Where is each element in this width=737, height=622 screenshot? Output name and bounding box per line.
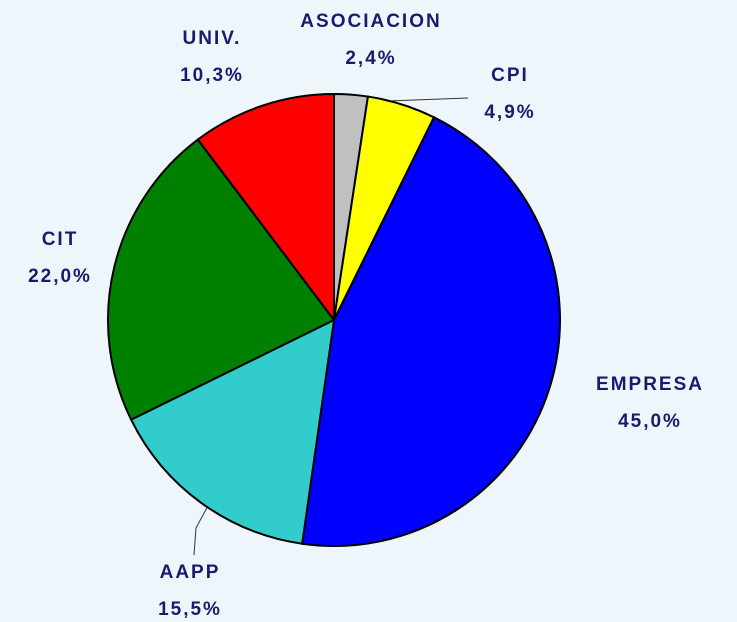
- slice-label: EMPRESA: [596, 374, 704, 395]
- slice-label: CIT: [42, 229, 79, 250]
- pie-slice: [301, 115, 561, 547]
- slice-value-label: 4,9%: [484, 102, 535, 123]
- slice-label: ASOCIACION: [300, 11, 441, 32]
- slice-value-label: 10,3%: [180, 65, 244, 86]
- slice-label: AAPP: [160, 562, 221, 583]
- slice-value-label: 15,5%: [158, 599, 222, 620]
- pie-slice: [107, 138, 336, 421]
- pie-slice: [129, 318, 336, 545]
- slice-value-label: 45,0%: [618, 411, 682, 432]
- slice-label: UNIV.: [183, 28, 242, 49]
- slice-value-label: 2,4%: [345, 48, 396, 69]
- slice-value-label: 22,0%: [28, 266, 92, 287]
- slice-label: CPI: [491, 65, 529, 86]
- leader-line: [193, 501, 211, 556]
- pie-slice: [196, 92, 335, 323]
